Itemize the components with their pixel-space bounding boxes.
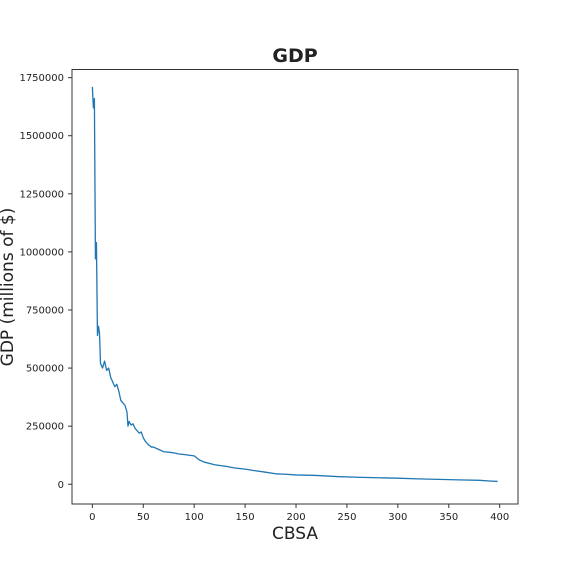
gdp-series — [91, 86, 498, 483]
x-tick-label: 300 — [388, 512, 407, 523]
plot-area-frame — [71, 69, 519, 505]
x-axis-label: CBSA — [272, 524, 318, 544]
x-axis: 0 50 100 150 200 250 300 350 400 — [89, 504, 509, 523]
y-tick-label: 0 — [58, 480, 64, 491]
x-tick-label: 350 — [439, 512, 458, 523]
x-tick-label: 250 — [337, 512, 356, 523]
x-tick-label: 400 — [490, 512, 509, 523]
y-tick-label: 750000 — [26, 305, 64, 316]
y-tick-label: 1750000 — [19, 73, 64, 84]
x-tick-label: 200 — [286, 512, 305, 523]
x-tick-label: 100 — [185, 512, 204, 523]
y-tick-label: 1250000 — [19, 189, 64, 200]
gdp-series-line — [91, 86, 498, 483]
y-tick-label: 250000 — [26, 422, 64, 433]
y-tick-label: 500000 — [26, 364, 64, 375]
x-tick-label: 150 — [236, 512, 255, 523]
chart-title: GDP — [272, 45, 317, 67]
y-tick-label: 1500000 — [19, 131, 64, 142]
y-tick-label: 1000000 — [19, 247, 64, 258]
y-axis-label: GDP (millions of $) — [0, 208, 18, 367]
x-tick-label: 50 — [137, 512, 150, 523]
y-axis: 0 250000 500000 750000 1000000 1250000 1500000… — [19, 73, 72, 491]
x-tick-label: 0 — [89, 512, 95, 523]
